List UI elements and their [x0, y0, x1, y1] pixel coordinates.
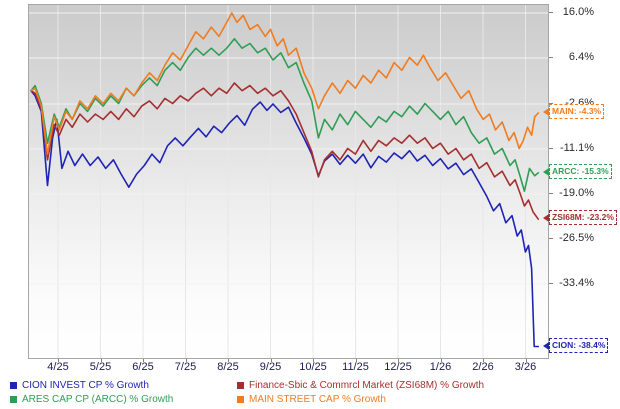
x-tick-mark	[228, 359, 229, 362]
x-tick-mark	[355, 359, 357, 362]
series-line-arcc	[30, 37, 540, 192]
callout-tail-cion	[543, 341, 549, 350]
y-tick-mark	[549, 57, 553, 58]
callout-arcc: ARCC: -15.3%	[549, 163, 612, 179]
y-tick-label: -26.5%	[559, 232, 594, 244]
x-tick-mark	[270, 359, 272, 362]
y-tick-mark	[549, 238, 553, 239]
x-tick-label: 10/25	[299, 361, 327, 373]
x-tick-mark	[525, 359, 527, 362]
x-tick-label: 8/25	[217, 361, 239, 373]
series-line-cion	[30, 89, 540, 348]
legend-swatch-zsi68m	[237, 381, 244, 389]
legend-item-arcc: ARES CAP CP (ARCC) % Growth	[10, 392, 173, 406]
series-line-zsi68m	[30, 82, 540, 220]
legend-label-cion: CION INVEST CP % Growth	[22, 379, 149, 391]
legend-swatch-cion	[10, 381, 17, 389]
legend-swatch-main	[237, 395, 244, 403]
y-tick-label: -33.4%	[559, 277, 594, 289]
x-tick-mark	[143, 359, 144, 362]
callout-cion: CION: -38.4%	[549, 337, 609, 353]
x-tick-mark	[440, 359, 442, 362]
x-tick-label: 3/26	[514, 361, 537, 373]
legend: CION INVEST CP % Growth ARES CAP CP (ARC…	[10, 378, 616, 406]
legend-item-main: MAIN STREET CAP % Growth	[237, 392, 484, 406]
legend-swatch-arcc	[10, 395, 17, 403]
x-tick-mark	[398, 359, 399, 362]
series-line-main	[30, 12, 540, 155]
y-tick-mark	[549, 12, 553, 13]
x-tick-mark	[483, 359, 484, 362]
callout-tail-zsi68m	[543, 214, 549, 223]
x-tick-label: 1/26	[429, 361, 452, 373]
y-tick-label: 6.4%	[568, 51, 594, 63]
legend-item-zsi68m: Finance-Sbic & Commrcl Market (ZSI68M) %…	[237, 378, 484, 392]
legend-item-cion: CION INVEST CP % Growth	[10, 378, 173, 392]
y-tick-label: -19.0%	[559, 187, 594, 199]
x-tick-label: 11/25	[342, 361, 369, 373]
legend-label-main: MAIN STREET CAP % Growth	[249, 393, 386, 405]
plot-svg	[29, 5, 548, 358]
y-tick-mark	[549, 193, 553, 194]
x-tick-mark	[100, 359, 102, 362]
legend-column-left: CION INVEST CP % Growth ARES CAP CP (ARC…	[10, 378, 173, 406]
legend-label-zsi68m: Finance-Sbic & Commrcl Market (ZSI68M) %…	[249, 379, 485, 391]
y-tick-mark	[549, 148, 553, 149]
x-tick-mark	[313, 359, 314, 362]
x-tick-label: 6/25	[132, 361, 154, 373]
x-tick-mark	[185, 359, 187, 362]
plot-area	[28, 4, 549, 359]
y-tick-mark	[549, 283, 553, 284]
callout-tail-arcc	[543, 167, 549, 176]
x-tick-label: 2/26	[472, 361, 494, 373]
callout-main: MAIN: -4.3%	[549, 104, 605, 119]
legend-column-right: Finance-Sbic & Commrcl Market (ZSI68M) %…	[237, 378, 484, 406]
callout-tail-main	[543, 108, 549, 116]
callout-zsi68m: ZSI68M: -23.2%	[549, 210, 617, 226]
y-tick-mark	[549, 103, 553, 104]
legend-label-arcc: ARES CAP CP (ARCC) % Growth	[22, 393, 174, 405]
x-tick-label: 12/25	[384, 361, 412, 373]
x-tick-label: 7/25	[174, 361, 197, 373]
y-tick-label: 16.0%	[562, 6, 594, 18]
x-tick-label: 4/25	[47, 361, 69, 373]
y-tick-label: -11.1%	[559, 142, 594, 154]
x-tick-mark	[58, 359, 59, 362]
x-tick-label: 5/25	[89, 361, 112, 373]
x-tick-label: 9/25	[259, 361, 282, 373]
